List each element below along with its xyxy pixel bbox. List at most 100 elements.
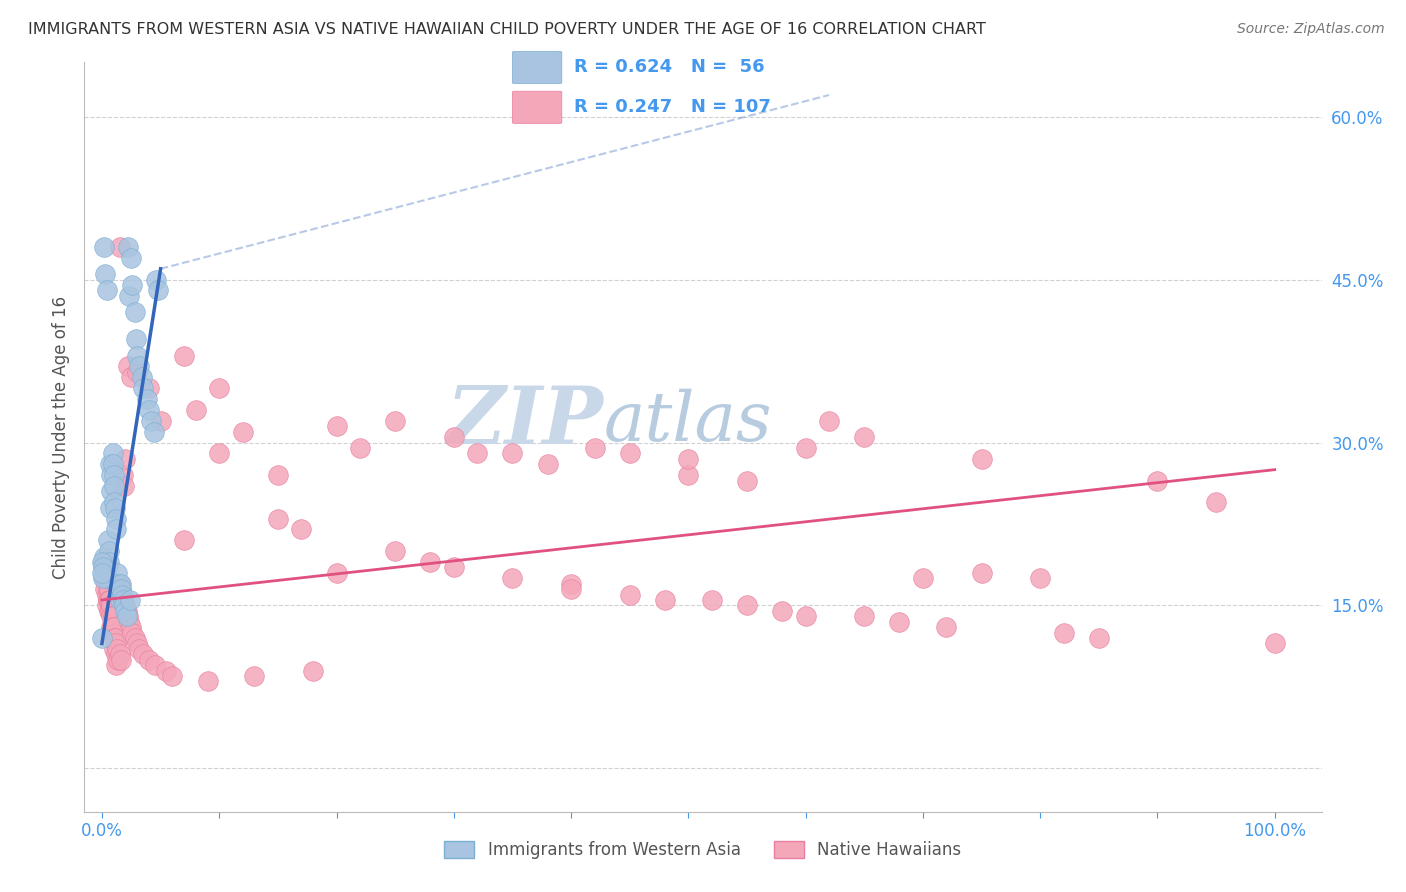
- Point: [96, 571, 118, 585]
- Point: [208, 381, 231, 395]
- Point: [127, 636, 149, 650]
- Point: [173, 533, 195, 548]
- Point: [101, 620, 124, 634]
- Point: [108, 647, 131, 661]
- Point: [889, 615, 911, 629]
- Point: [970, 451, 993, 466]
- Point: [114, 604, 136, 618]
- Point: [96, 599, 118, 613]
- Point: [98, 555, 121, 569]
- Point: [97, 582, 120, 596]
- Point: [735, 599, 758, 613]
- Point: [173, 349, 195, 363]
- Point: [103, 495, 125, 509]
- Point: [107, 653, 129, 667]
- Point: [208, 446, 231, 460]
- Point: [105, 647, 128, 661]
- Point: [105, 522, 128, 536]
- Text: R = 0.247   N = 107: R = 0.247 N = 107: [574, 98, 770, 116]
- Point: [121, 625, 143, 640]
- Point: [302, 664, 325, 678]
- Point: [935, 620, 957, 634]
- Point: [127, 365, 149, 379]
- Y-axis label: Child Poverty Under the Age of 16: Child Poverty Under the Age of 16: [52, 295, 70, 579]
- Point: [501, 446, 523, 460]
- Point: [98, 544, 121, 558]
- Point: [770, 604, 793, 618]
- Point: [419, 555, 441, 569]
- Point: [243, 669, 266, 683]
- Point: [1146, 474, 1168, 488]
- Point: [105, 636, 128, 650]
- Point: [98, 457, 121, 471]
- Point: [1029, 571, 1052, 585]
- Text: IMMIGRANTS FROM WESTERN ASIA VS NATIVE HAWAIIAN CHILD POVERTY UNDER THE AGE OF 1: IMMIGRANTS FROM WESTERN ASIA VS NATIVE H…: [28, 22, 986, 37]
- Point: [115, 609, 138, 624]
- Point: [108, 582, 131, 596]
- Point: [103, 479, 125, 493]
- Point: [120, 593, 142, 607]
- Point: [104, 500, 127, 515]
- Point: [128, 359, 150, 374]
- Point: [94, 555, 117, 569]
- Point: [1052, 625, 1074, 640]
- Point: [110, 576, 132, 591]
- Point: [465, 446, 488, 460]
- Point: [138, 403, 160, 417]
- Point: [112, 593, 135, 607]
- Point: [114, 599, 136, 613]
- Point: [197, 674, 219, 689]
- Point: [103, 468, 125, 483]
- Point: [110, 653, 132, 667]
- Point: [148, 284, 170, 298]
- Point: [117, 359, 139, 374]
- Point: [98, 604, 121, 618]
- Point: [100, 599, 122, 613]
- Point: [105, 511, 128, 525]
- Point: [100, 468, 122, 483]
- Point: [98, 582, 121, 596]
- Point: [107, 576, 129, 591]
- Point: [112, 468, 135, 483]
- Point: [124, 631, 146, 645]
- Point: [619, 446, 641, 460]
- Point: [290, 522, 312, 536]
- Point: [1205, 495, 1227, 509]
- Point: [149, 414, 172, 428]
- Point: [325, 566, 347, 580]
- Point: [98, 604, 121, 618]
- Point: [108, 240, 131, 254]
- Point: [970, 566, 993, 580]
- Point: [120, 620, 142, 634]
- Point: [911, 571, 934, 585]
- Point: [97, 593, 120, 607]
- Point: [232, 425, 254, 439]
- FancyBboxPatch shape: [512, 52, 562, 84]
- Point: [112, 479, 135, 493]
- Point: [91, 555, 114, 569]
- Point: [654, 593, 676, 607]
- Point: [135, 392, 157, 406]
- Point: [100, 609, 122, 624]
- Point: [735, 474, 758, 488]
- Legend: Immigrants from Western Asia, Native Hawaiians: Immigrants from Western Asia, Native Haw…: [436, 832, 970, 867]
- Text: atlas: atlas: [605, 389, 772, 456]
- Point: [98, 593, 121, 607]
- Point: [138, 381, 160, 395]
- Point: [560, 576, 582, 591]
- Point: [111, 588, 134, 602]
- Text: Source: ZipAtlas.com: Source: ZipAtlas.com: [1237, 22, 1385, 37]
- Point: [110, 582, 132, 596]
- Point: [155, 664, 177, 678]
- Point: [384, 414, 406, 428]
- Point: [101, 457, 124, 471]
- Point: [128, 641, 150, 656]
- Point: [97, 571, 120, 585]
- Point: [98, 593, 121, 607]
- Point: [117, 240, 139, 254]
- Point: [98, 500, 121, 515]
- FancyBboxPatch shape: [512, 91, 562, 123]
- Point: [103, 620, 125, 634]
- Point: [1088, 631, 1111, 645]
- Point: [120, 251, 142, 265]
